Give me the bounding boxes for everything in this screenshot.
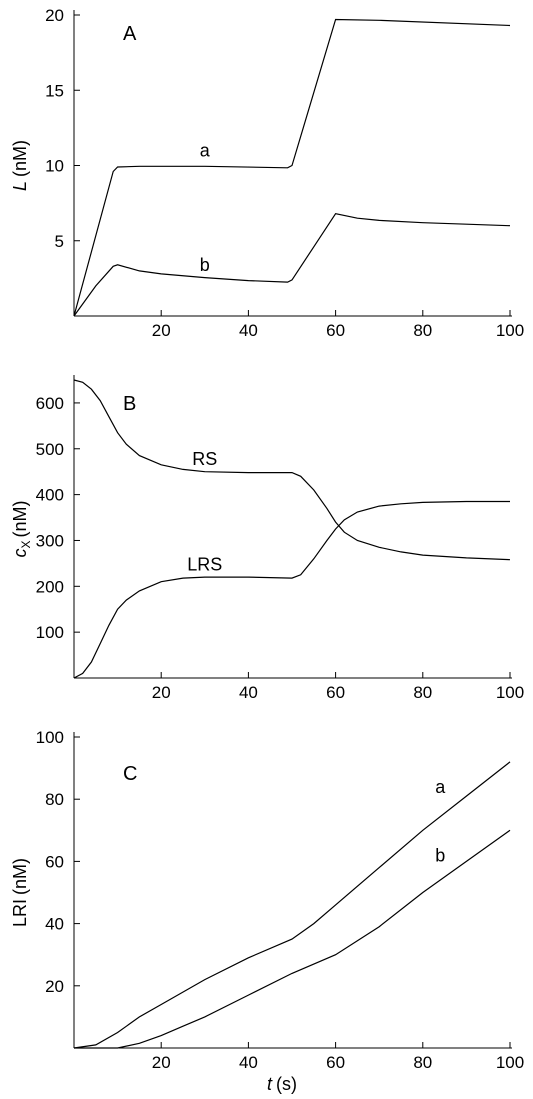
y-tick-label: 5 (55, 232, 64, 251)
y-tick-label: 15 (45, 81, 64, 100)
x-tick-label: 80 (413, 321, 432, 340)
y-axis-label-unit: (nM) (10, 500, 30, 537)
series-label-b: b (435, 845, 445, 865)
series-label-a: a (435, 777, 446, 797)
y-tick-label: 100 (36, 623, 64, 642)
x-tick-label: 20 (152, 1053, 171, 1072)
x-tick-label: 100 (496, 683, 524, 702)
x-tick-label: 60 (326, 321, 345, 340)
y-tick-label: 300 (36, 531, 64, 550)
x-axis-label-unit: (s) (276, 1074, 297, 1094)
x-tick-label: 60 (326, 1053, 345, 1072)
x-tick-label: 80 (413, 683, 432, 702)
x-axis-label-var: t (267, 1074, 273, 1094)
x-tick-label: 40 (239, 683, 258, 702)
x-tick-label: 100 (496, 321, 524, 340)
panel-b: 20 40 60 80 100 100 200 300 400 500 600 cX (nM) B RS LR… (10, 375, 524, 702)
y-tick-label: 600 (36, 394, 64, 413)
series-line-lrs (73, 500, 510, 679)
panel-a: 20 40 60 80 100 5 10 15 20 L (nM) Aa b (10, 6, 524, 340)
x-tick-label: 60 (326, 683, 345, 702)
y-tick-label: 80 (45, 790, 64, 809)
y-axis-label-unit: (nM) (10, 140, 30, 177)
series-label-lrs: LRS (187, 554, 222, 574)
y-tick-label: 100 (36, 728, 64, 747)
series-label-b: b (200, 255, 210, 275)
y-axis-label-var: LRI (10, 899, 30, 927)
x-tick-label: 40 (239, 321, 258, 340)
series-line-b (73, 213, 511, 317)
series-label-a: a (200, 140, 211, 160)
panel-c: 20 40 60 80 100 20 40 60 80 100 LRI (nM) t (s) Ca b (10, 728, 524, 1094)
y-tick-label: 40 (45, 915, 64, 934)
x-tick-label: 80 (413, 1053, 432, 1072)
y-axis-label: LRI (nM) (10, 858, 30, 927)
series-line-b (74, 829, 511, 1049)
y-tick-label: 200 (36, 577, 64, 596)
y-axis-label-var: c (10, 549, 30, 558)
x-axis-label: t (s) (267, 1074, 297, 1094)
panel-label: A (123, 23, 137, 45)
y-axis-label-var: L (10, 181, 30, 191)
series-line-a (73, 18, 511, 317)
x-tick-label: 100 (496, 1053, 524, 1072)
y-axis-label: L (nM) (10, 140, 30, 191)
series-line-rs (73, 379, 511, 561)
y-tick-label: 400 (36, 486, 64, 505)
y-tick-label: 10 (45, 157, 64, 176)
panel-label: B (123, 393, 136, 415)
y-tick-label: 20 (45, 6, 64, 25)
series-line-a (73, 761, 511, 1049)
y-tick-label: 60 (45, 852, 64, 871)
x-tick-label: 20 (152, 321, 171, 340)
y-axis-label: cX (nM) (10, 500, 33, 557)
x-tick-label: 40 (239, 1053, 258, 1072)
y-axis-label-unit: (nM) (10, 858, 30, 895)
x-tick-label: 20 (152, 683, 171, 702)
series-label-rs: RS (192, 449, 217, 469)
panel-label: C (123, 763, 137, 785)
y-tick-label: 20 (45, 977, 64, 996)
y-axis-label-sub: X (19, 540, 33, 548)
y-tick-label: 500 (36, 440, 64, 459)
